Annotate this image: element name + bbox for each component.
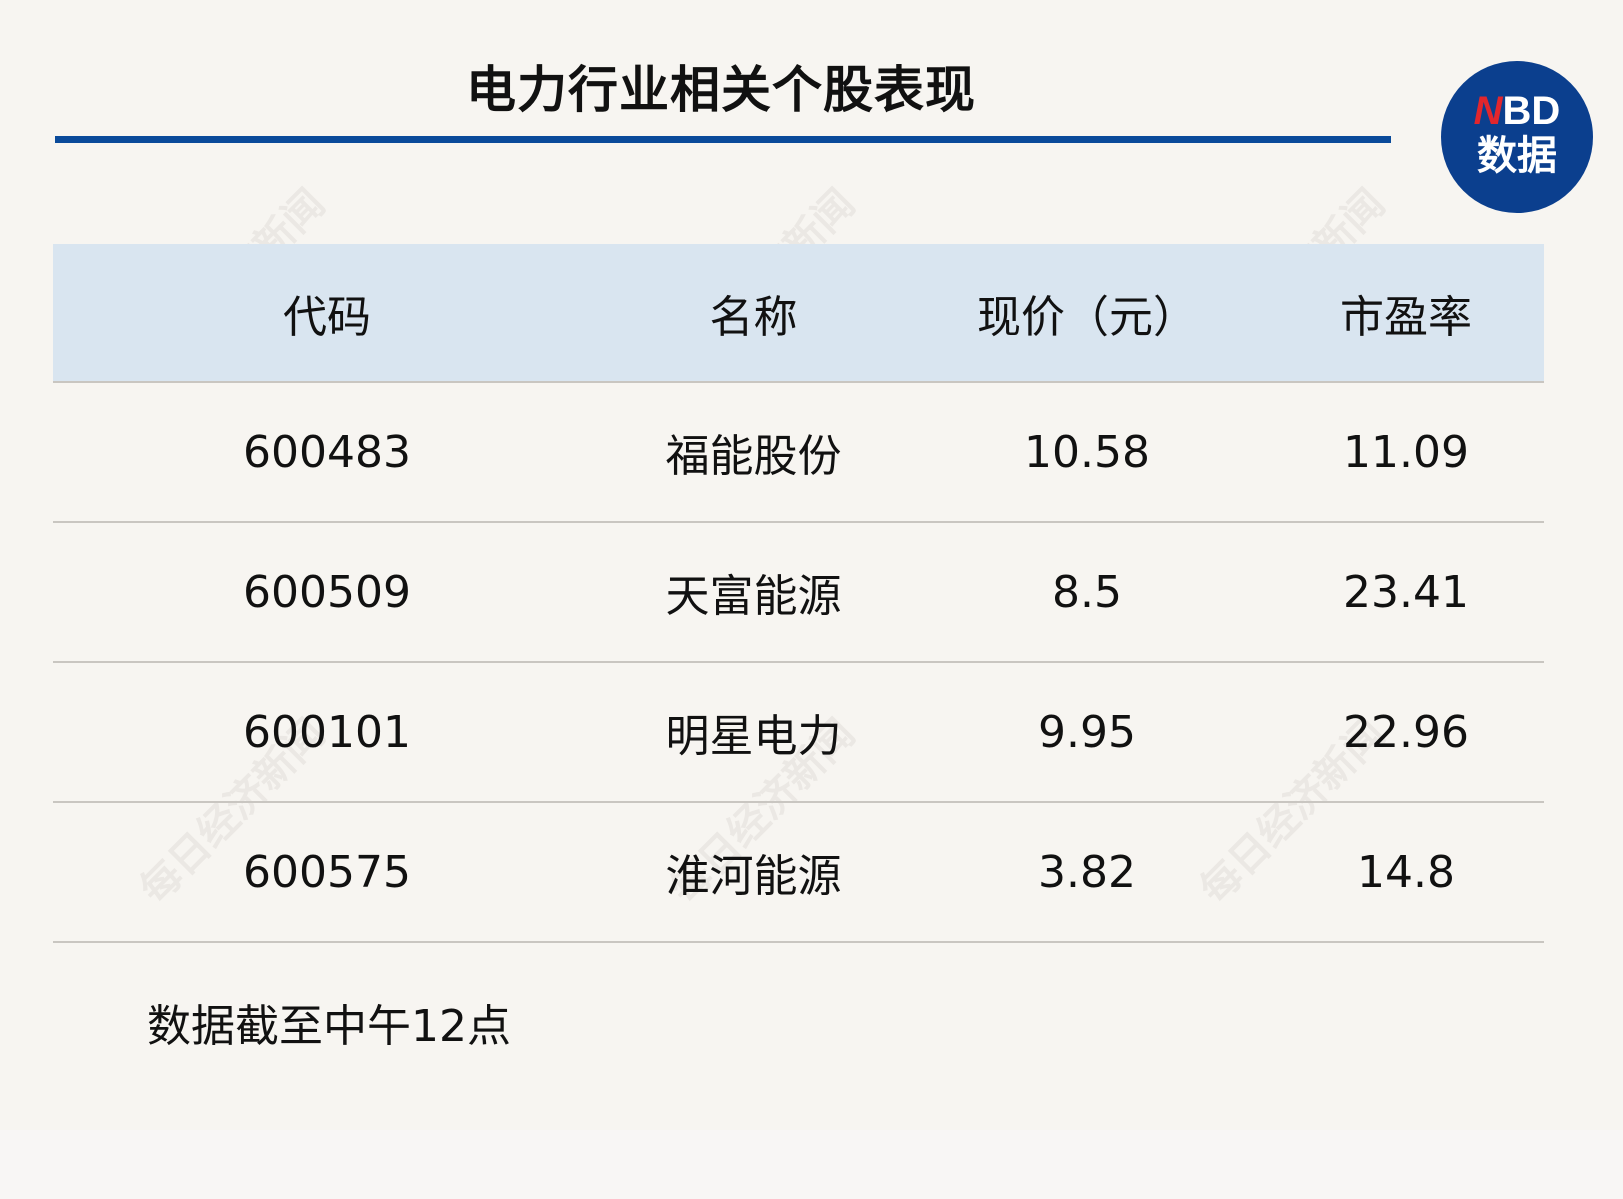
cell-pe: 11.09: [1343, 426, 1469, 478]
header-code: 代码: [283, 291, 371, 343]
header-price: 现价（元）: [977, 291, 1197, 343]
cell-code: 600483: [243, 426, 411, 478]
cell-price: 9.95: [1038, 706, 1136, 758]
footnote: 数据截至中午12点: [147, 1001, 511, 1052]
cell-price: 8.5: [1052, 566, 1122, 618]
header-name: 名称: [709, 291, 798, 343]
cell-code: 600575: [243, 846, 411, 898]
cell-price: 10.58: [1024, 426, 1150, 478]
cell-code: 600101: [243, 706, 411, 758]
cell-name: 福能股份: [665, 431, 842, 482]
cell-code: 600509: [243, 566, 411, 618]
cell-pe: 23.41: [1343, 566, 1469, 618]
title-underline: [55, 136, 1391, 143]
bottom-strip: [0, 1130, 1623, 1199]
cell-name: 淮河能源: [665, 851, 842, 902]
table-row: 600483 福能股份 10.58 11.09: [53, 383, 1544, 523]
cell-name: 天富能源: [665, 571, 842, 622]
table-row: 600509 天富能源 8.5 23.41: [53, 523, 1544, 663]
nbd-logo: NBD 数据: [1441, 61, 1593, 213]
table-row: 600575 淮河能源 3.82 14.8: [53, 803, 1544, 943]
table-header: 代码 名称 现价（元） 市盈率: [53, 244, 1544, 383]
cell-price: 3.82: [1038, 846, 1136, 898]
table-row: 600101 明星电力 9.95 22.96: [53, 663, 1544, 803]
header-pe: 市盈率: [1340, 291, 1472, 343]
cell-name: 明星电力: [665, 711, 842, 762]
cell-pe: 22.96: [1343, 706, 1469, 758]
page-title: 电力行业相关个股表现: [466, 61, 976, 119]
cell-pe: 14.8: [1357, 846, 1455, 898]
stock-table: 代码 名称 现价（元） 市盈率 600483 福能股份 10.58 11.09 6005…: [53, 244, 1544, 943]
